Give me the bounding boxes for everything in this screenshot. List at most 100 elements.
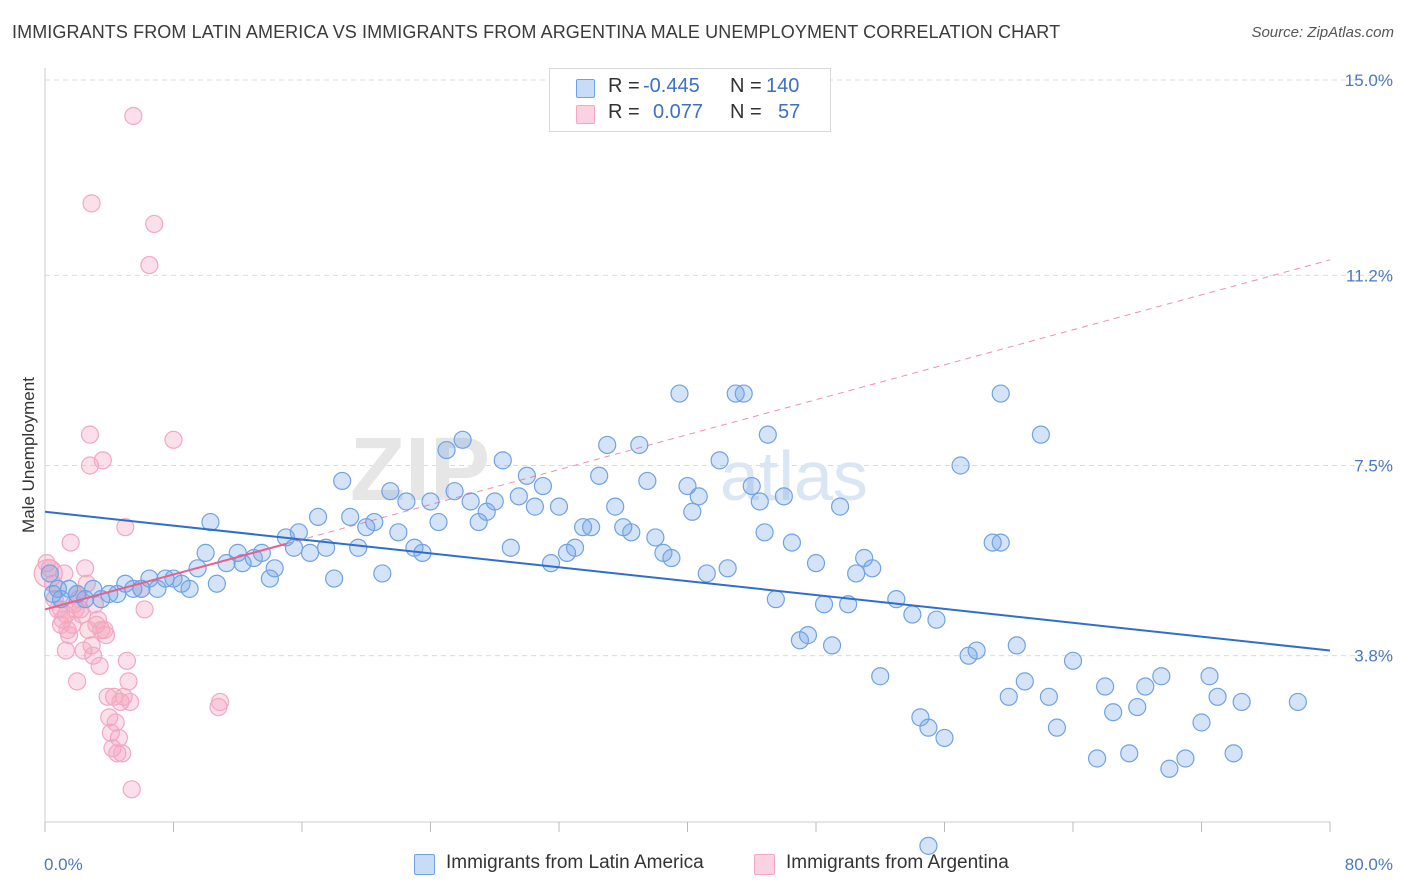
latin-america-point bbox=[525, 497, 545, 516]
latin-america-point bbox=[349, 538, 368, 557]
latin-america-point bbox=[437, 440, 456, 460]
latin-america-point bbox=[1128, 697, 1147, 717]
argentina-point bbox=[72, 605, 92, 624]
latin-america-point bbox=[300, 543, 320, 562]
latin-america-point bbox=[830, 497, 850, 516]
argentina-point bbox=[112, 744, 132, 763]
r-label: R = bbox=[608, 75, 640, 97]
latin-america-point bbox=[630, 435, 649, 455]
r-value-argentina: 0.077 bbox=[653, 101, 704, 123]
argentina-point bbox=[56, 641, 75, 660]
latin-america-point bbox=[1288, 692, 1307, 712]
argentina-point bbox=[140, 255, 159, 275]
argentina-point bbox=[61, 533, 80, 552]
y-tick-label: 3.8% bbox=[1354, 647, 1393, 666]
n-label: N = bbox=[730, 101, 762, 123]
latin-america-point bbox=[755, 523, 774, 542]
latin-america-point bbox=[598, 435, 617, 455]
blue-legend-swatch bbox=[414, 854, 435, 875]
blue-swatch bbox=[576, 79, 595, 98]
latin-america-point bbox=[919, 718, 938, 737]
latin-america-point bbox=[517, 466, 536, 485]
argentina-point bbox=[122, 780, 141, 799]
latin-america-point bbox=[381, 482, 400, 501]
argentina-point bbox=[93, 451, 112, 470]
latin-america-point bbox=[622, 523, 641, 542]
argentina-point bbox=[210, 692, 230, 712]
latin-america-point bbox=[683, 502, 702, 521]
chart-title: IMMIGRANTS FROM LATIN AMERICA VS IMMIGRA… bbox=[12, 22, 1061, 42]
argentina-point bbox=[106, 713, 125, 732]
latin-america-point bbox=[541, 554, 561, 573]
latin-america-point bbox=[1104, 703, 1123, 722]
latin-america-point bbox=[341, 507, 360, 527]
argentina-point bbox=[76, 559, 95, 578]
latin-america-point bbox=[951, 456, 970, 475]
axes bbox=[44, 68, 1331, 832]
latin-america-point bbox=[822, 636, 842, 655]
argentina-points bbox=[33, 106, 230, 799]
argentina-point bbox=[145, 214, 164, 234]
x-tick-label: 80.0% bbox=[1345, 855, 1393, 874]
latin-america-point bbox=[1176, 749, 1195, 768]
latin-america-point bbox=[565, 538, 585, 557]
latin-america-trendline bbox=[44, 510, 1331, 652]
latin-america-point bbox=[1224, 744, 1243, 763]
latin-america-points bbox=[40, 384, 1307, 855]
latin-america-point bbox=[606, 497, 625, 516]
latin-america-point bbox=[1192, 713, 1211, 732]
latin-america-point bbox=[265, 559, 284, 578]
latin-america-point bbox=[710, 451, 729, 470]
latin-america-point bbox=[1087, 749, 1107, 768]
argentina-point bbox=[51, 615, 71, 634]
y-axis-title: Male Unemployment bbox=[19, 377, 38, 533]
argentina-point bbox=[121, 692, 140, 712]
latin-america-point bbox=[421, 492, 440, 511]
latin-america-point bbox=[397, 492, 416, 511]
argentina-point bbox=[117, 651, 137, 670]
latin-america-point bbox=[1160, 759, 1179, 778]
n-value-argentina: 57 bbox=[778, 101, 801, 123]
latin-america-point bbox=[999, 687, 1018, 706]
latin-america-point bbox=[445, 482, 464, 501]
latin-america-point bbox=[429, 512, 448, 532]
y-tick-label: 7.5% bbox=[1354, 457, 1393, 476]
n-label: N = bbox=[730, 75, 762, 97]
latin-america-point bbox=[180, 579, 199, 598]
latin-america-point bbox=[839, 595, 858, 614]
latin-america-point bbox=[493, 451, 512, 470]
latin-america-point bbox=[509, 487, 528, 506]
latin-america-point bbox=[284, 538, 304, 557]
argentina-point bbox=[116, 518, 135, 537]
latin-america-point bbox=[798, 626, 818, 645]
latin-america-point bbox=[590, 466, 609, 485]
pink-swatch bbox=[576, 105, 595, 124]
latin-america-point bbox=[718, 559, 737, 578]
argentina-point bbox=[80, 425, 100, 444]
watermark: ZIP bbox=[350, 420, 490, 520]
pink-legend-swatch bbox=[754, 854, 775, 875]
latin-america-point bbox=[373, 564, 392, 583]
latin-america-point bbox=[863, 559, 882, 578]
latin-america-point bbox=[814, 595, 834, 614]
latin-america-point bbox=[670, 384, 689, 403]
latin-america-point bbox=[758, 425, 777, 444]
latin-america-point bbox=[1096, 677, 1115, 696]
argentina-point bbox=[124, 106, 143, 126]
latin-america-point bbox=[40, 564, 59, 583]
latin-america-point bbox=[1232, 692, 1251, 712]
latin-america-point bbox=[365, 512, 384, 532]
latin-america-point bbox=[501, 538, 520, 557]
y-tick-label: 15.0% bbox=[1345, 71, 1393, 90]
argentina-point bbox=[111, 692, 130, 712]
latin-america-point bbox=[927, 610, 946, 629]
r-label: R = bbox=[608, 101, 640, 123]
legend-row-latin-america: R = -0.445 N = 140 bbox=[550, 75, 830, 101]
tick-labels: 3.8% 7.5% 11.2% 15.0% 0.0% 80.0% bbox=[44, 71, 1393, 874]
latin-america-point bbox=[325, 569, 344, 588]
latin-america-point bbox=[919, 836, 938, 855]
latin-america-point bbox=[389, 523, 408, 542]
argentina-point bbox=[164, 430, 183, 449]
latin-america-point bbox=[991, 384, 1010, 403]
latin-america-point bbox=[196, 543, 215, 562]
